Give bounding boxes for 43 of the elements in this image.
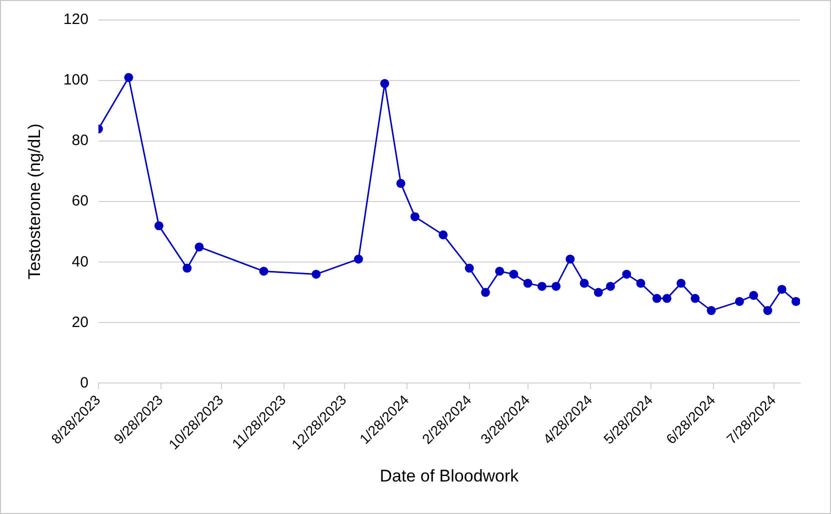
point	[706, 306, 716, 316]
point	[763, 306, 772, 316]
point	[464, 264, 474, 273]
point	[259, 266, 268, 276]
x-axis-title: Date of Bloodwork	[380, 466, 520, 486]
point	[194, 242, 204, 252]
point	[495, 266, 504, 276]
point	[509, 270, 518, 279]
y-tick-label: 100	[63, 72, 88, 89]
point	[662, 294, 672, 303]
y-tick-label: 120	[63, 11, 88, 28]
point	[552, 282, 561, 291]
point	[124, 73, 134, 82]
point	[594, 288, 603, 297]
y-tick-label: 80	[72, 132, 88, 150]
point	[523, 278, 532, 288]
y-tick-label: 20	[72, 314, 88, 331]
point	[312, 270, 321, 279]
point	[690, 294, 700, 303]
point	[154, 221, 164, 230]
point	[636, 278, 646, 288]
point	[354, 254, 363, 264]
y-tick-label: 60	[72, 192, 88, 210]
y-tick-label: 0	[80, 374, 88, 392]
point	[396, 178, 406, 188]
point	[606, 282, 615, 291]
point	[777, 284, 786, 294]
point	[580, 278, 589, 288]
point	[749, 290, 758, 300]
point	[791, 296, 800, 306]
point	[410, 212, 420, 222]
point	[438, 230, 448, 240]
point	[537, 282, 546, 291]
point	[622, 270, 632, 279]
point	[676, 278, 686, 288]
y-axis-title: Testosterone (ng/dL)	[24, 124, 44, 280]
point	[380, 79, 390, 88]
point	[735, 296, 744, 306]
point	[182, 264, 192, 273]
point	[481, 288, 490, 297]
point	[652, 294, 662, 303]
point	[566, 254, 575, 264]
y-tick-label: 40	[72, 253, 88, 270]
